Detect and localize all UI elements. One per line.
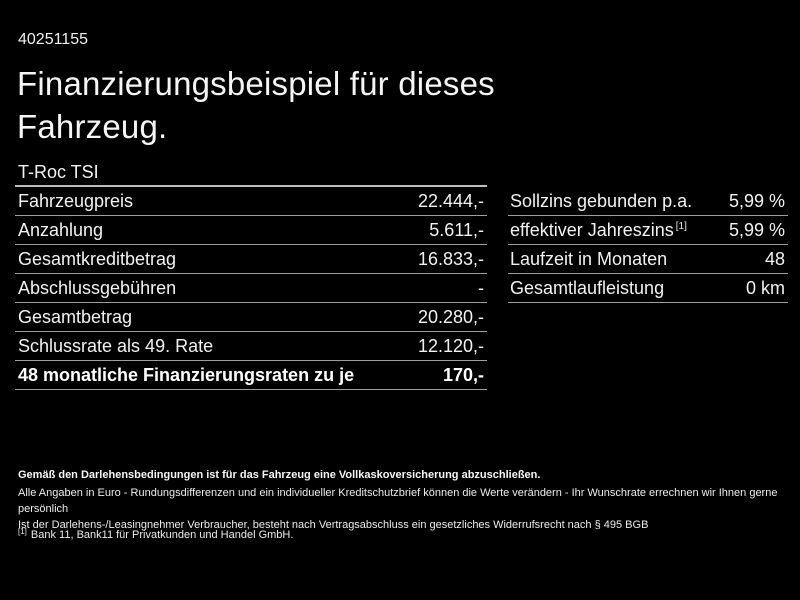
table-row: Sollzins gebunden p.a. 5,99 % [508, 187, 788, 216]
vehicle-id: 40251155 [18, 31, 88, 48]
row-label: Schlussrate als 49. Rate [18, 335, 214, 356]
model-name: T-Roc TSI [18, 161, 99, 182]
row-label: Gesamtkreditbetrag [18, 248, 177, 269]
footer-disclaimer: Gemäß den Darlehensbedingungen ist für d… [18, 467, 788, 533]
row-value: 12.120,- [417, 335, 484, 356]
finance-table: T-Roc TSI Fahrzeugpreis 22.444,- Anzahlu… [15, 159, 487, 390]
finance-table-header: T-Roc TSI [15, 159, 487, 187]
row-value: 5,99 % [728, 190, 785, 211]
footnote-text: Bank 11, Bank11 für Privatkunden und Han… [30, 529, 294, 541]
table-row: Gesamtkreditbetrag 16.833,- [15, 245, 487, 274]
row-label: effektiver Jahreszins [1] [510, 219, 687, 240]
row-value: 48 [764, 248, 785, 269]
row-label: Anzahlung [18, 219, 104, 240]
table-row-monthly-rate: 48 monatliche Finanzierungsraten zu je 1… [15, 361, 487, 390]
page-title: Finanzierungsbeispiel für dieses Fahrzeu… [17, 65, 495, 145]
row-value: - [478, 277, 484, 298]
row-label: 48 monatliche Finanzierungsraten zu je [18, 364, 355, 385]
row-label: Gesamtbetrag [18, 306, 133, 327]
row-value: 170,- [442, 364, 484, 385]
table-row: Laufzeit in Monaten 48 [508, 245, 788, 274]
row-label: Abschlussgebühren [18, 277, 177, 298]
table-row: Gesamtlaufleistung 0 km [508, 274, 788, 303]
insurance-note: Gemäß den Darlehensbedingungen ist für d… [18, 469, 541, 481]
footnote-marker: [1] [18, 527, 27, 536]
table-row: Abschlussgebühren - [15, 274, 487, 303]
table-row: Anzahlung 5.611,- [15, 216, 487, 245]
table-row: Gesamtbetrag 20.280,- [15, 303, 487, 332]
row-label: Sollzins gebunden p.a. [510, 190, 693, 211]
row-value: 5.611,- [429, 219, 484, 240]
table-row: Schlussrate als 49. Rate 12.120,- [15, 332, 487, 361]
row-label: Gesamtlaufleistung [510, 277, 665, 298]
row-value: 22.444,- [417, 190, 484, 211]
disclaimer-line: Ist der Darlehens-/Leasingnehmer Verbrau… [18, 519, 649, 531]
conditions-table: Sollzins gebunden p.a. 5,99 % effektiver… [508, 187, 788, 303]
table-row: Fahrzeugpreis 22.444,- [15, 187, 487, 216]
table-row: effektiver Jahreszins [1] 5,99 % [508, 216, 788, 245]
row-label: Laufzeit in Monaten [510, 248, 668, 269]
disclaimer-line: Alle Angaben in Euro - Rundungsdifferenz… [18, 487, 778, 515]
row-value: 0 km [745, 277, 785, 298]
row-value: 16.833,- [417, 248, 484, 269]
footnote-ref: [1] [675, 220, 687, 232]
row-label: Fahrzeugpreis [18, 190, 134, 211]
row-value: 20.280,- [417, 306, 484, 327]
row-value: 5,99 % [728, 219, 785, 240]
footnote-bank: [1] Bank 11, Bank11 für Privatkunden und … [18, 527, 618, 541]
